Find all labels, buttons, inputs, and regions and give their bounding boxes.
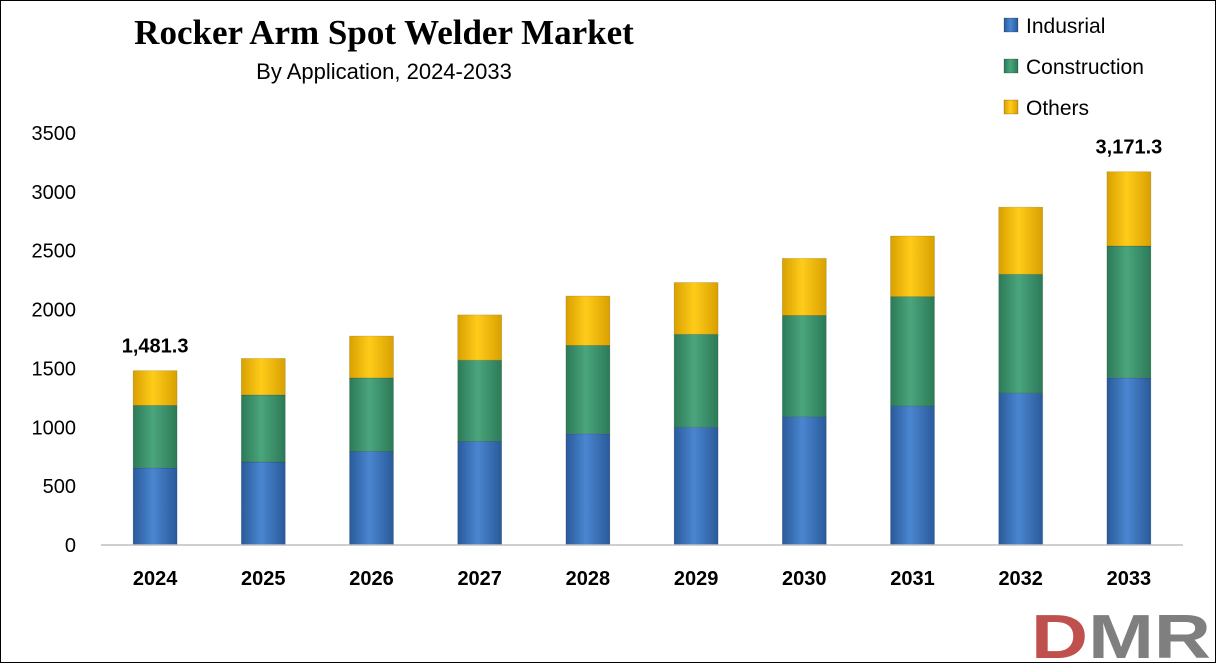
bar-stack-2032 — [998, 206, 1044, 546]
bar-stack-2025 — [240, 358, 286, 546]
bar-segment-indusrial — [673, 426, 719, 546]
logo-letter-m: M — [1088, 603, 1154, 664]
bar-segment-construction — [457, 359, 503, 442]
bar-segment-others — [1106, 171, 1152, 247]
bar-segment-indusrial — [1106, 377, 1152, 546]
bar-segment-others — [998, 206, 1044, 275]
svg-text:DMR: DMR — [1031, 603, 1211, 664]
x-axis: 2024 2025 2026 2027 2028 2029 2030 2031 2032 2033 — [133, 568, 1151, 590]
total-label-2033: 3,171.3 — [1096, 137, 1163, 159]
x-tick-label: 2025 — [241, 568, 286, 590]
bar-stack-2024 — [132, 370, 178, 546]
legend-swatch — [1003, 17, 1019, 33]
bar-segment-construction — [673, 333, 719, 428]
legend-item-construction: Construction — [1003, 56, 1144, 79]
bar-segment-others — [890, 235, 935, 298]
legend-label: Indusrial — [1026, 15, 1105, 38]
bar-segment-construction — [890, 296, 935, 407]
legend: Indusrial Construction Others — [1003, 15, 1144, 120]
x-tick-label: 2032 — [998, 568, 1043, 590]
bar-segment-construction — [781, 315, 827, 418]
x-tick-label: 2028 — [566, 568, 611, 590]
bar-segment-construction — [1106, 245, 1152, 379]
bar-segment-others — [565, 295, 611, 346]
bar-segment-indusrial — [240, 461, 286, 546]
bar-segment-others — [132, 370, 178, 406]
bar-segment-construction — [998, 273, 1044, 394]
bar-segment-indusrial — [890, 405, 935, 546]
bar-stack-2028 — [565, 295, 611, 546]
total-annotations: 1,481.3 3,171.3 — [122, 137, 1163, 358]
legend-swatch — [1003, 58, 1019, 74]
logo-letter-r: R — [1154, 603, 1211, 664]
bar-stack-2033 — [1106, 171, 1152, 546]
chart-title: Rocker Arm Spot Welder Market — [134, 13, 634, 52]
y-axis: 0 500 1000 1500 2000 2500 3000 3500 — [32, 123, 77, 557]
bar-segment-others — [457, 314, 503, 361]
bar-segment-others — [240, 358, 286, 396]
y-tick-label: 0 — [65, 535, 76, 557]
bar-segment-others — [349, 335, 394, 379]
bar-segment-indusrial — [565, 433, 611, 546]
bar-segment-indusrial — [998, 392, 1044, 546]
legend-label: Construction — [1026, 56, 1144, 79]
bar-stack-2031 — [890, 235, 935, 546]
bar-segment-indusrial — [132, 467, 178, 546]
bar-stack-2026 — [349, 335, 394, 546]
y-tick-label: 1500 — [32, 358, 77, 380]
x-tick-label: 2024 — [133, 568, 178, 590]
bar-segment-others — [673, 282, 719, 335]
legend-label: Others — [1026, 97, 1089, 120]
bar-segment-indusrial — [457, 441, 503, 546]
x-tick-label: 2031 — [890, 568, 935, 590]
bars — [132, 171, 1152, 546]
x-tick-label: 2026 — [349, 568, 394, 590]
legend-swatch — [1003, 99, 1019, 115]
chart-subtitle: By Application, 2024-2033 — [256, 59, 512, 84]
bar-segment-indusrial — [781, 416, 827, 546]
bar-stack-2027 — [457, 314, 503, 546]
logo-letter-d: D — [1031, 603, 1088, 664]
x-tick-label: 2029 — [674, 568, 719, 590]
y-tick-label: 2000 — [32, 300, 77, 322]
bar-segment-construction — [240, 394, 286, 463]
y-tick-label: 3500 — [32, 123, 77, 145]
bar-segment-construction — [132, 405, 178, 469]
x-tick-label: 2033 — [1107, 568, 1152, 590]
bar-segment-indusrial — [349, 451, 394, 546]
bar-segment-others — [781, 257, 827, 316]
bar-stack-2030 — [781, 257, 827, 546]
y-tick-label: 500 — [43, 476, 76, 498]
bar-segment-construction — [349, 377, 394, 452]
bar-stack-2029 — [673, 282, 719, 546]
bar-segment-construction — [565, 345, 611, 435]
y-tick-label: 3000 — [32, 182, 77, 204]
total-label-2024: 1,481.3 — [122, 336, 189, 358]
legend-item-indusrial: Indusrial — [1003, 15, 1105, 38]
x-tick-label: 2030 — [782, 568, 827, 590]
y-tick-label: 1000 — [32, 417, 77, 439]
x-tick-label: 2027 — [457, 568, 502, 590]
legend-item-others: Others — [1003, 97, 1089, 120]
y-tick-label: 2500 — [32, 241, 77, 263]
